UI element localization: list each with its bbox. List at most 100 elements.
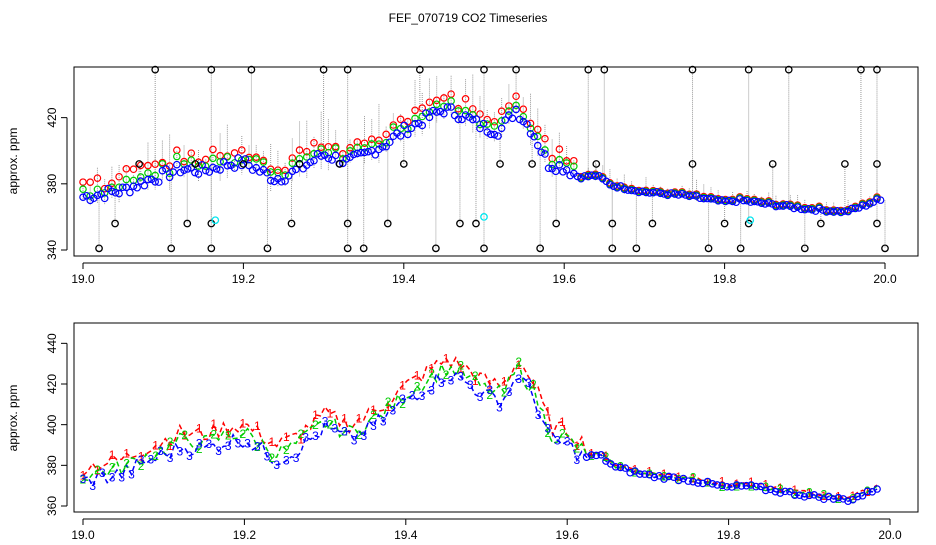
data-point-red [432, 96, 441, 105]
data-point-blue [667, 189, 676, 197]
data-point-blue [306, 158, 315, 167]
data-point-blue [609, 182, 618, 190]
series-label-red: 1 [544, 405, 551, 419]
series-label-green: 2 [370, 408, 377, 422]
data-point-blue [429, 106, 437, 115]
series-point-blue [616, 463, 625, 472]
data-point-red [360, 139, 369, 148]
series-label-green: 2 [472, 369, 479, 383]
data-point-blue [555, 161, 564, 169]
x-tick-label: 19.0 [71, 272, 95, 286]
data-point-red [209, 145, 217, 154]
data-point-blue [699, 194, 708, 203]
series-label-red: 1 [298, 432, 305, 446]
data-point-red [274, 166, 282, 174]
data-point-blue [829, 208, 838, 216]
data-point-blue [815, 204, 824, 213]
y-tick-label: 340 [45, 240, 59, 260]
series-label-green: 2 [850, 491, 857, 505]
data-point-blue [404, 130, 412, 139]
series-point-blue [597, 451, 605, 459]
data-point-blue [277, 177, 286, 186]
series-point-blue [708, 480, 717, 488]
plot-frame [73, 66, 919, 257]
series-label-red: 1 [123, 446, 130, 460]
series-label-green: 2 [225, 429, 232, 443]
series-label-blue: 3 [196, 436, 203, 450]
data-point-red [396, 115, 405, 124]
data-point-red [180, 157, 188, 166]
data-point-blue [140, 181, 149, 190]
series-label-red: 1 [268, 435, 275, 449]
data-point-red [93, 174, 102, 182]
data-point-green [432, 100, 441, 109]
data-point-blue [656, 189, 665, 198]
series-label-blue: 3 [206, 437, 213, 451]
outlier-point [207, 244, 216, 253]
data-point-green [461, 106, 470, 115]
data-point-blue [710, 195, 719, 203]
data-point-blue [450, 111, 459, 120]
data-point-green [252, 155, 261, 163]
series-point-blue [723, 482, 731, 491]
x-tick-label: 19.4 [394, 528, 418, 540]
series-point-blue [786, 487, 794, 496]
data-point-red [151, 160, 159, 168]
series-label-red: 1 [428, 362, 435, 376]
series-label-green: 2 [94, 463, 101, 477]
series-label-red: 1 [312, 408, 319, 422]
data-point-green [454, 107, 463, 115]
data-point-red [375, 136, 383, 145]
data-point-blue [223, 161, 232, 170]
x-tick-label: 19.6 [553, 272, 577, 286]
series-label-blue: 3 [118, 470, 125, 484]
data-point-green [331, 144, 340, 152]
series-label-red: 1 [138, 449, 145, 463]
data-point-red [288, 154, 297, 162]
data-point-blue [378, 143, 387, 151]
series-label-red: 1 [385, 400, 392, 414]
series-label-red: 1 [356, 411, 363, 425]
y-axis: 360 380 400 420 440 [45, 333, 68, 516]
series-label-green: 2 [196, 442, 203, 456]
outlier-point [151, 65, 160, 74]
series-label-blue: 3 [574, 453, 581, 467]
series-label-blue: 3 [244, 437, 251, 451]
series-label-blue: 3 [176, 444, 183, 458]
series-point-blue [626, 468, 634, 477]
series-point-blue [689, 477, 697, 486]
data-point-blue [588, 171, 596, 180]
data-point-red [490, 117, 499, 126]
data-point-blue [840, 207, 849, 215]
outlier-point [95, 244, 103, 253]
series-label-red: 1 [414, 368, 421, 382]
plot-frame [73, 322, 919, 513]
data-point-blue [833, 206, 842, 215]
data-point-blue [360, 148, 369, 157]
y-tick-label: 440 [45, 333, 59, 353]
data-point-blue [100, 194, 109, 203]
series-label-green: 2 [283, 443, 290, 457]
series-label-green: 2 [515, 355, 522, 369]
data-point-red [497, 107, 506, 115]
series-point-blue [761, 486, 770, 495]
series-point-blue [776, 489, 785, 497]
data-point-blue [876, 196, 885, 204]
data-point-green [389, 123, 398, 131]
data-point-red [562, 157, 571, 165]
data-point-red [555, 145, 564, 153]
series-label-red: 1 [254, 419, 261, 433]
data-point-blue [400, 121, 409, 130]
data-point-blue [331, 151, 340, 160]
data-point-blue [479, 119, 488, 128]
series-label-red: 1 [733, 477, 740, 491]
series-label-blue: 3 [264, 450, 271, 464]
series-label-green: 2 [239, 427, 246, 441]
x-tick-label: 19.4 [392, 272, 416, 286]
series-point-blue [694, 479, 702, 487]
data-point-red [79, 178, 87, 186]
outlier-point [536, 244, 544, 253]
data-point-red [519, 105, 528, 114]
data-point-blue [173, 160, 181, 169]
